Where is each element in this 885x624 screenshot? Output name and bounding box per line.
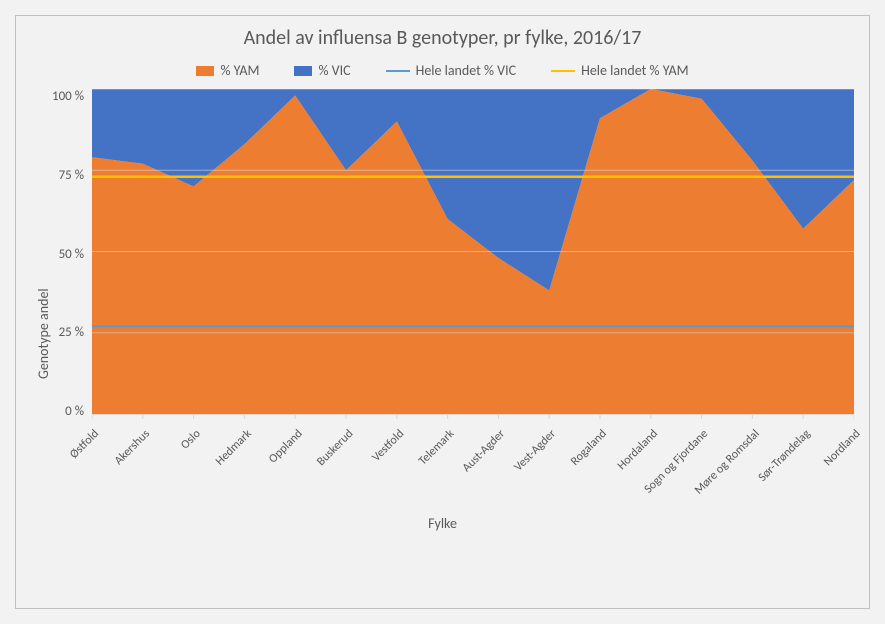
y-tick-label: 0 % [65,404,84,419]
x-tick-label: Telemark [416,427,457,468]
y-tick-label: 50 % [59,247,84,262]
x-tick-label: Rogaland [568,427,610,469]
x-tick-label: Hordaland [615,427,661,473]
swatch-yam [196,66,214,76]
legend-label-yam: % YAM [220,62,259,79]
x-axis-ticks: ØstfoldAkershusOsloHedmarkOpplandBuskeru… [92,419,854,509]
x-tick-label: Aust-Agder [460,427,508,475]
legend-item-vic: % VIC [294,62,350,79]
chart-container: Andel av influensa B genotyper, pr fylke… [15,15,870,609]
swatch-ref-yam [551,70,575,72]
legend-item-ref-vic: Hele landet % VIC [386,62,517,79]
x-tick-label: Hedmark [213,427,255,469]
legend: % YAM % VIC Hele landet % VIC Hele lande… [31,62,854,79]
plot-area: ØstfoldAkershusOsloHedmarkOpplandBuskeru… [92,89,854,419]
legend-item-ref-yam: Hele landet % YAM [551,62,688,79]
x-tick-label: Akershus [112,427,153,468]
x-tick-label: Vestfold [369,427,407,465]
plot-wrap: Genotype andel 100 % 75 % 50 % 25 % 0 % Østf… [31,89,854,509]
x-tick-label: Oppland [266,427,305,466]
y-axis-label: Genotype andel [31,89,52,509]
x-tick-label: Nordland [822,427,864,469]
y-tick-label: 25 % [59,325,84,340]
x-tick-label: Vest-Agder [512,427,559,474]
x-tick-label: Østfold [67,427,102,462]
x-axis-label: Fylke [31,515,854,532]
swatch-vic [294,66,312,76]
legend-item-yam: % YAM [196,62,259,79]
plot-svg [92,89,854,419]
swatch-ref-vic [386,70,410,72]
y-tick-label: 100 % [52,89,84,104]
y-axis-ticks: 100 % 75 % 50 % 25 % 0 % [52,89,92,419]
y-tick-label: 75 % [59,168,84,183]
x-tick-label: Buskerud [314,427,356,469]
legend-label-ref-yam: Hele landet % YAM [581,62,688,79]
x-tick-label: Oslo [178,427,203,452]
legend-label-vic: % VIC [318,62,350,79]
legend-label-ref-vic: Hele landet % VIC [416,62,517,79]
x-tick-label: Sør-Trøndelag [755,427,813,485]
chart-title: Andel av influensa B genotyper, pr fylke… [31,26,854,50]
